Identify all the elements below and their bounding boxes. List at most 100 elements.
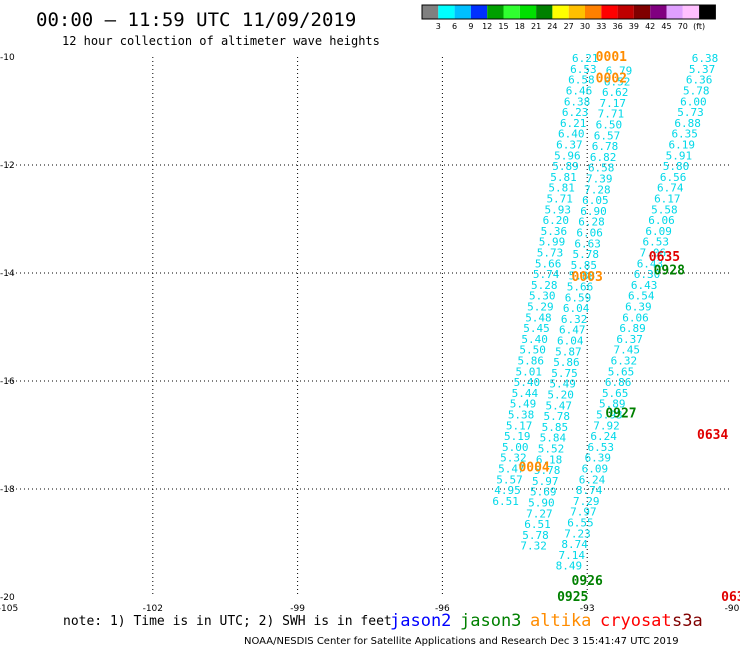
- wave-height-label: 5.00: [502, 441, 529, 454]
- y-tick-label: -10: [0, 53, 15, 63]
- wave-height-label: 5.71: [546, 192, 573, 205]
- wave-height-label: 6.28: [578, 216, 605, 229]
- color-swatch: [487, 5, 504, 19]
- time-label: 0634: [697, 428, 728, 443]
- wave-height-label: 6.39: [625, 300, 652, 313]
- color-swatch: [633, 5, 651, 19]
- wave-height-label: 5.19: [504, 430, 531, 443]
- wave-height-label: 6.00: [680, 95, 707, 108]
- color-scale-label: 39: [629, 22, 639, 31]
- credit-line: NOAA/NESDIS Center for Satellite Applica…: [244, 636, 679, 647]
- wave-height-label: 6.23: [562, 106, 589, 119]
- wave-height-label: 6.04: [557, 335, 584, 348]
- wave-height-label: 5.99: [539, 236, 566, 249]
- y-tick-label: -20: [0, 593, 15, 603]
- color-swatch: [568, 5, 585, 19]
- wave-height-label: 6.39: [585, 452, 612, 465]
- wave-height-label: 5.48: [525, 311, 552, 324]
- wave-height-label: 6.20: [543, 214, 570, 227]
- wave-height-label: 6.53: [570, 63, 597, 76]
- wave-height-label: 5.40: [521, 333, 548, 346]
- wave-height-label: 6.24: [579, 473, 606, 486]
- wave-height-label: 6.06: [576, 227, 603, 240]
- color-swatch: [552, 5, 569, 19]
- wave-height-label: 5.65: [602, 387, 629, 400]
- wave-height-label: 5.52: [538, 443, 565, 456]
- wave-height-label: 5.49: [549, 378, 576, 391]
- color-scale-frame: [421, 4, 716, 20]
- satellite-legend-item: s3a: [672, 611, 703, 631]
- chart-title: 00:00 – 11:59 UTC 11/09/2019: [36, 9, 356, 31]
- color-scale-label: 15: [498, 22, 508, 31]
- wave-height-label: 8.74: [561, 538, 588, 551]
- wave-height-label: 5.96: [554, 149, 581, 162]
- wave-height-label: 6.58: [588, 162, 615, 175]
- color-scale-label: 9: [468, 22, 473, 31]
- wave-height-label: 5.78: [544, 410, 571, 423]
- color-scale-label: 33: [596, 22, 606, 31]
- wave-height-label: 8.74: [576, 484, 603, 497]
- wave-height-label: 5.29: [527, 300, 554, 313]
- x-tick-label: -105: [0, 604, 18, 614]
- wave-height-label: 6.35: [671, 128, 698, 141]
- color-scale-label: 30: [580, 22, 590, 31]
- wave-height-label: 6.40: [558, 128, 585, 141]
- satellite-legend-item: jason3: [460, 611, 521, 631]
- wave-height-label: 7.39: [586, 173, 613, 186]
- wave-height-label: 5.93: [545, 203, 572, 216]
- color-scale-label: 12: [482, 22, 492, 31]
- color-swatch: [470, 5, 488, 19]
- wave-height-label: 6.05: [582, 194, 609, 207]
- wave-height-label: 5.66: [567, 281, 594, 294]
- wave-height-label: 6.36: [686, 74, 713, 87]
- color-swatch: [617, 5, 634, 19]
- wave-height-label: 6.21: [560, 117, 587, 130]
- wave-height-label: 6.54: [628, 290, 655, 303]
- wave-height-label: 6.09: [582, 462, 609, 475]
- wave-height-label: 6.90: [580, 205, 607, 218]
- satellite-legend-item: altika: [530, 611, 591, 631]
- wave-height-label: 5.78: [534, 464, 561, 477]
- wave-height-label: 5.88: [569, 270, 596, 283]
- wave-height-label: 6.57: [594, 129, 621, 142]
- color-swatch: [519, 5, 537, 19]
- time-label: 0927: [605, 406, 636, 421]
- wave-height-label: 5.87: [555, 345, 582, 358]
- time-label: 0004: [518, 460, 549, 475]
- wave-height-label: 6.37: [556, 138, 583, 151]
- wave-height-label: 5.78: [573, 248, 600, 261]
- wave-height-label: 6.18: [536, 453, 563, 466]
- x-tick-label: -96: [435, 604, 450, 614]
- y-tick-label: -12: [0, 161, 15, 171]
- wave-height-label: 7.06: [640, 246, 667, 259]
- wave-height-label: 6.47: [559, 324, 586, 337]
- wave-height-label: 5.97: [532, 475, 559, 488]
- wave-height-label: 6.86: [605, 376, 632, 389]
- wave-height-label: 5.93: [596, 408, 623, 421]
- wave-height-label: 5.86: [553, 356, 580, 369]
- wave-height-label: 6.46: [566, 84, 593, 97]
- color-scale-label: 27: [564, 22, 574, 31]
- color-scale-label: 45: [661, 22, 671, 31]
- wave-height-label: 6.38: [564, 95, 591, 108]
- color-scale-label: 24: [547, 22, 557, 31]
- time-label: 0633: [721, 590, 740, 605]
- wave-height-label: 5.69: [530, 486, 557, 499]
- wave-height-label: 6.43: [637, 257, 664, 270]
- wave-height-label: 6.38: [692, 52, 719, 65]
- wave-height-label: 6.74: [657, 182, 684, 195]
- y-tick-label: -14: [0, 269, 15, 279]
- time-label: 0002: [596, 72, 627, 87]
- wave-height-label: 7.14: [559, 549, 586, 562]
- wave-height-label: 6.53: [587, 441, 614, 454]
- wave-height-label: 5.86: [517, 354, 544, 367]
- time-label: 0925: [557, 590, 588, 605]
- wave-height-label: 6.09: [645, 225, 672, 238]
- wave-height-label: 5.78: [683, 84, 710, 97]
- wave-height-label: 6.24: [590, 430, 617, 443]
- wave-height-label: 6.59: [565, 291, 592, 304]
- color-scale-label: 70: [678, 22, 688, 31]
- color-scale-label: 21: [531, 22, 541, 31]
- chart-subtitle: 12 hour collection of altimeter wave hei…: [62, 34, 380, 48]
- wave-height-label: 6.88: [674, 117, 701, 130]
